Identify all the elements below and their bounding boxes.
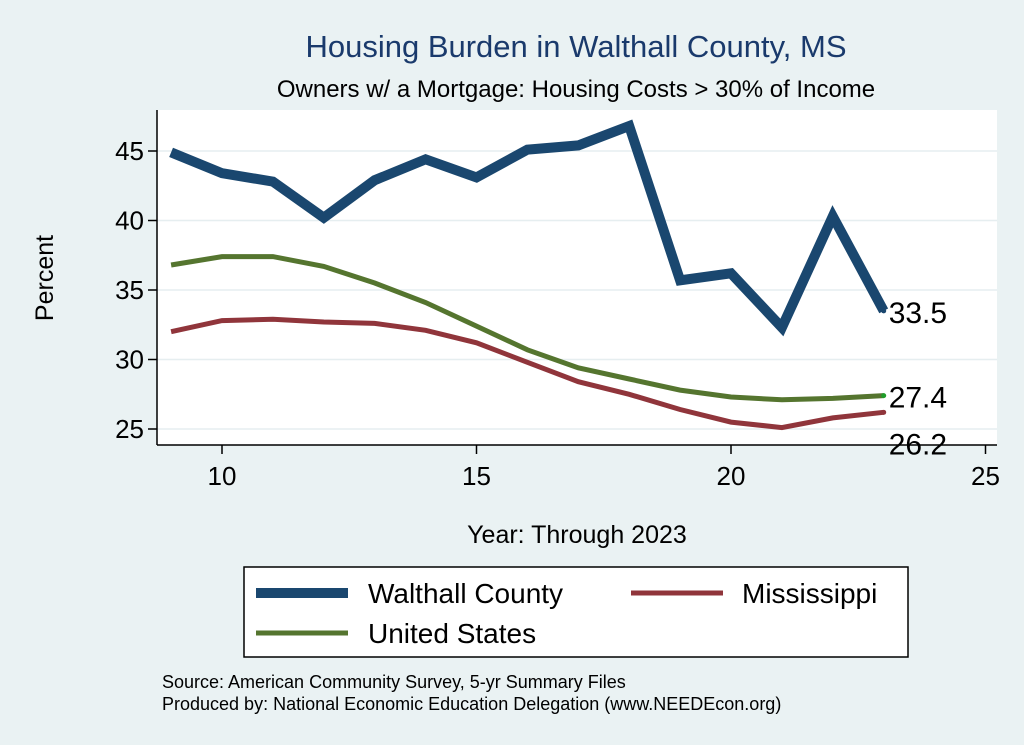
y-axis-title: Percent (31, 235, 59, 321)
y-tick-label-40: 40 (115, 206, 144, 236)
legend-box (243, 566, 909, 658)
gridlines (157, 150, 997, 430)
end-labels: 33.5 27.4 26.2 (889, 297, 947, 461)
series-end-point-united-states (881, 393, 887, 399)
x-axis-title: Year: Through 2023 (467, 521, 687, 549)
x-tick-label-25: 25 (971, 461, 1000, 491)
y-tick-label-35: 35 (115, 275, 144, 305)
legend-label-walthall-county: Walthall County (368, 578, 563, 609)
series-end-point-mississippi (881, 409, 887, 415)
series-line-mississippi (170, 316, 884, 431)
axes: 25 30 35 40 45 10 15 20 25 (115, 110, 1000, 491)
plot-area (157, 110, 997, 445)
legend-label-united-states: United States (368, 618, 536, 649)
x-tick-label-20: 20 (717, 461, 746, 491)
series-end-point-walthall-county (881, 308, 887, 314)
y-tick-label-25: 25 (115, 414, 144, 444)
produced-by-note: Produced by: National Economic Education… (162, 694, 781, 714)
series-line-walthall-county (169, 119, 889, 337)
x-tick-label-10: 10 (208, 461, 237, 491)
legend-label-mississippi: Mississippi (742, 578, 877, 609)
end-label-united-states: 27.4 (889, 382, 947, 415)
legend: Walthall County Mississippi United State… (243, 566, 909, 658)
x-tick-label-15: 15 (462, 461, 491, 491)
end-label-mississippi: 26.2 (889, 428, 947, 461)
y-tick-label-30: 30 (115, 345, 144, 375)
end-label-walthall-county: 33.5 (889, 297, 947, 330)
chart-title: Housing Burden in Walthall County, MS (305, 29, 846, 64)
series-lines (169, 119, 889, 431)
y-tick-label-45: 45 (115, 136, 144, 166)
chart-subtitle: Owners w/ a Mortgage: Housing Costs > 30… (277, 76, 875, 103)
source-note: Source: American Community Survey, 5-yr … (162, 672, 626, 692)
series-line-united-states (170, 254, 884, 403)
